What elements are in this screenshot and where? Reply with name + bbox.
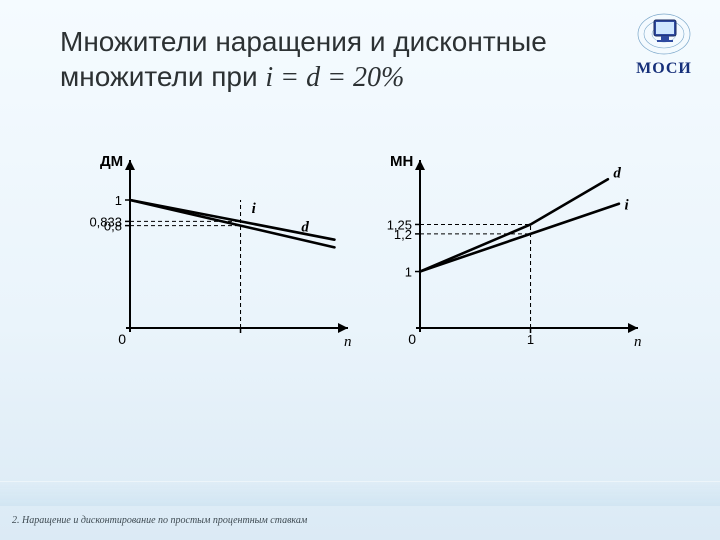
chart-accumulation: МН0n1,251,211di [370,150,650,370]
svg-text:1: 1 [527,332,534,347]
title-formula: i = d = 20% [265,62,404,93]
svg-text:d: d [613,165,621,181]
svg-text:n: n [344,334,352,350]
footer-band [0,481,720,506]
page-title: Множители наращения и дисконтные множите… [60,24,600,95]
svg-text:d: d [301,219,309,235]
brand-logo: МОСИ [622,10,706,78]
globe-monitor-icon [634,10,694,58]
charts-area: ДМ0n10,8330,8id МН0n1,251,211di [80,150,660,390]
svg-text:1: 1 [115,193,122,208]
svg-text:0: 0 [408,331,416,347]
chart-discount: ДМ0n10,8330,8id [80,150,360,370]
svg-text:ДМ: ДМ [100,153,123,170]
svg-text:i: i [252,201,257,217]
svg-text:0: 0 [118,331,126,347]
svg-text:МН: МН [390,153,413,170]
footer-text: 2. Наращение и дисконтирование по просты… [12,515,307,526]
svg-text:n: n [634,334,642,350]
svg-text:1,2: 1,2 [394,227,412,242]
svg-text:1: 1 [405,265,412,280]
svg-text:i: i [624,197,629,213]
svg-text:0,8: 0,8 [104,219,122,234]
logo-text: МОСИ [622,60,706,78]
